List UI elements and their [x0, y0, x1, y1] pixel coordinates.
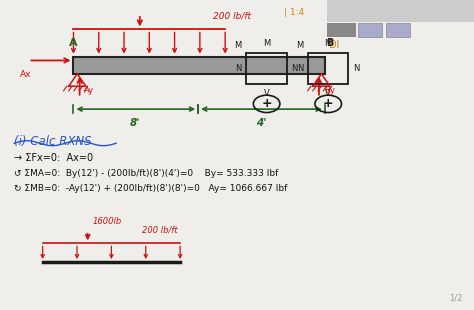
Text: By: By [324, 86, 335, 95]
Text: M: M [235, 41, 242, 50]
Bar [327, 23, 356, 37]
Text: B: B [326, 38, 333, 48]
Text: 8': 8' [130, 118, 140, 128]
Text: M: M [296, 41, 303, 50]
Text: Ax: Ax [20, 70, 32, 79]
Text: Ay: Ay [84, 86, 94, 95]
Text: 200 lb/ft: 200 lb/ft [142, 225, 178, 234]
Text: ↻ ΣMB=0:  -Ay(12') + (200lb/ft)(8')(8')=0   Ay= 1066.667 lbf: ↻ ΣMB=0: -Ay(12') + (200lb/ft)(8')(8')=0… [14, 184, 288, 193]
Text: N: N [292, 64, 298, 73]
Text: → ΣFx=0:  Ax=0: → ΣFx=0: Ax=0 [14, 153, 93, 163]
Text: A: A [69, 38, 78, 48]
Text: N: N [297, 64, 303, 73]
Text: N: N [353, 64, 359, 73]
Text: 1600lb: 1600lb [92, 217, 122, 226]
Text: ↺ ΣMA=0:  By(12') - (200lb/ft)(8')(4')=0    By= 533.333 lbf: ↺ ΣMA=0: By(12') - (200lb/ft)(8')(4')=0 … [14, 169, 279, 178]
Text: V: V [325, 89, 331, 98]
Text: M: M [263, 39, 270, 48]
Text: | 1:4: | 1:4 [284, 8, 304, 17]
Text: 4': 4' [256, 118, 266, 128]
Text: N: N [236, 64, 242, 73]
Text: +: + [323, 97, 334, 110]
Text: Dl: Dl [329, 40, 340, 50]
Bar [327, 0, 474, 22]
Bar [386, 23, 410, 37]
Text: 200 lb/ft: 200 lb/ft [213, 11, 251, 20]
Text: M: M [325, 39, 332, 48]
Bar [308, 53, 348, 84]
Text: 1/2: 1/2 [449, 293, 462, 302]
Text: V: V [264, 89, 270, 98]
Bar [246, 53, 287, 84]
Text: (i) Calc RXNS: (i) Calc RXNS [14, 135, 92, 148]
Bar [358, 23, 382, 37]
Text: +: + [261, 97, 272, 110]
Bar [73, 56, 325, 73]
